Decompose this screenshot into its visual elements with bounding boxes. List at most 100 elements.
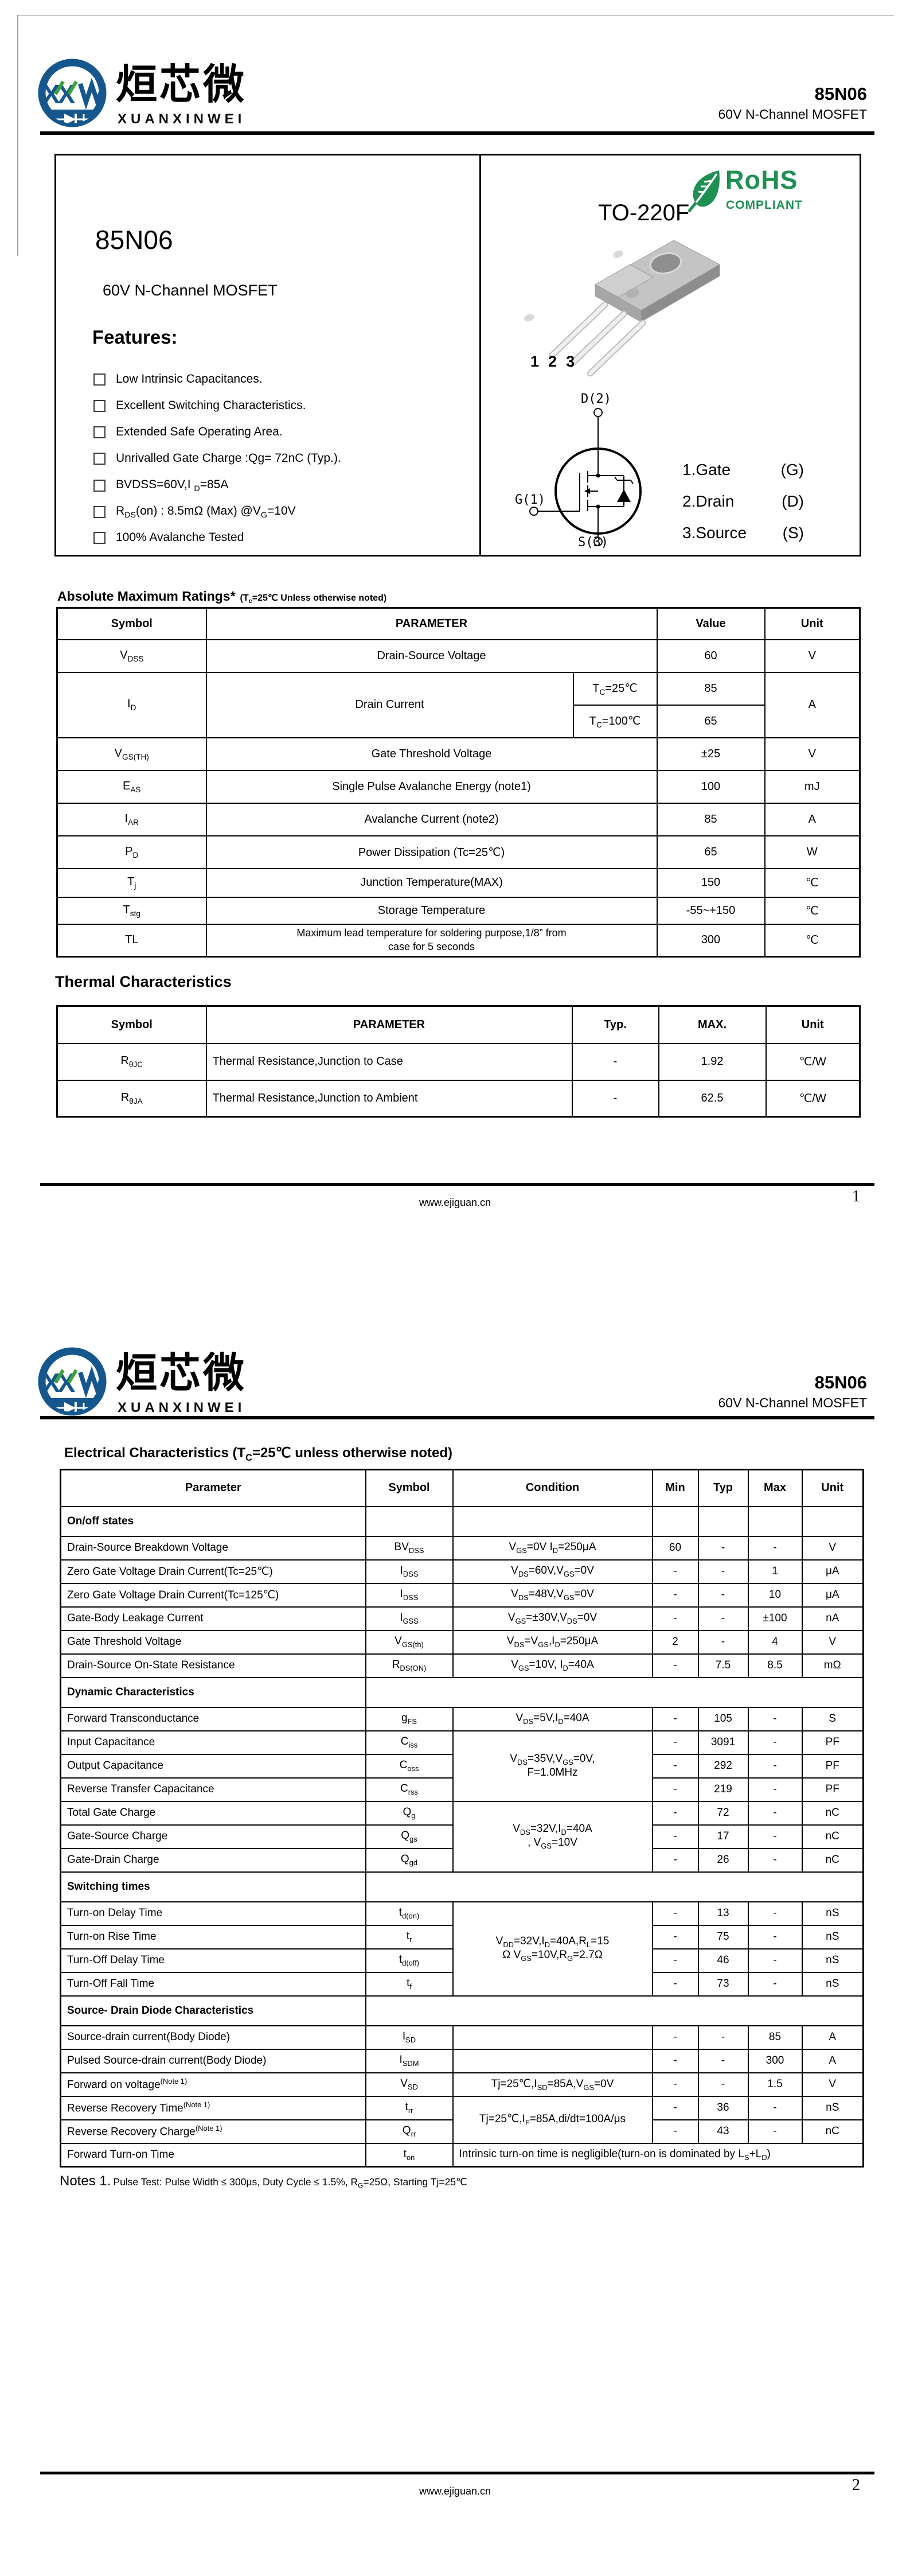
symbol-cell: BVDSS <box>365 1535 454 1561</box>
value-cell: 150 <box>656 867 766 898</box>
unit-cell: A <box>764 671 861 738</box>
max-cell: - <box>747 1924 803 1949</box>
parameter-cell: Input Capacitance <box>60 1730 366 1755</box>
min-cell: - <box>651 1730 699 1755</box>
max-cell: - <box>747 1901 803 1926</box>
table-row: Gate-Body Leakage Current IGSS VGS=±30V,… <box>60 1606 864 1631</box>
typ-cell: - <box>571 1079 659 1118</box>
unit-cell: mΩ <box>801 1653 864 1678</box>
symbol-cell: RDS(ON) <box>365 1653 454 1678</box>
table-row: RθJA Thermal Resistance,Junction to Ambi… <box>56 1079 861 1118</box>
max-cell: - <box>747 1706 803 1731</box>
feature-item: Excellent Switching Characteristics. <box>93 399 306 413</box>
brand-name-en: XUANXINWEI <box>118 111 246 127</box>
section-cell: Switching times <box>60 1871 366 1902</box>
unit-cell: W <box>764 835 861 869</box>
checkbox-icon <box>93 373 106 386</box>
header-cell: MAX. <box>658 1005 767 1044</box>
notes-text: Pulse Test: Pulse Width ≤ 300μs, Duty Cy… <box>113 2176 467 2190</box>
symbol-cell: tr <box>365 1924 454 1949</box>
condition-cell: VDS=60V,VGS=0V <box>452 1559 653 1584</box>
product-overview-box: 85N06 60V N-Channel MOSFET Features: Low… <box>54 154 861 557</box>
page-edge-line <box>17 15 894 16</box>
pin-name: 2.Drain <box>682 492 735 510</box>
pin-numbers: 1 2 3 <box>530 353 575 371</box>
min-cell: - <box>651 1582 699 1608</box>
table-row: TL Maximum lead temperature for solderin… <box>56 923 861 958</box>
symbol-cell: RθJA <box>56 1079 207 1118</box>
parameter-cell: Drain-Source Voltage <box>205 639 658 673</box>
parameter-cell: Thermal Resistance,Junction to Case <box>205 1042 573 1081</box>
parameter-cell: Drain Current <box>205 671 574 738</box>
table-row: Turn-on Delay Time td(on) VDD=32V,ID=40A… <box>60 1901 864 1997</box>
min-cell: - <box>651 1706 699 1731</box>
condition-cell: VDS=32V,ID=40A , VGS=10V <box>452 1800 653 1873</box>
typ-cell: 46 <box>697 1948 749 1973</box>
pin-name: 3.Source <box>682 524 747 542</box>
condition-cell <box>452 2048 653 2073</box>
section-row: Source- Drain Diode Characteristics <box>60 1995 864 2026</box>
brand-logo: XX <box>34 55 110 137</box>
table-row: Gate-Source Charge Qgs - 17 - nC <box>60 1824 864 1849</box>
table-row: Tstg Storage Temperature -55~+150 ℃ <box>56 896 861 925</box>
header-cell: Condition <box>452 1469 653 1507</box>
min-cell: - <box>651 1948 699 1973</box>
parameter-cell: Turn-on Delay Time <box>60 1901 366 1926</box>
parameter-cell: Forward Transconductance <box>60 1706 366 1731</box>
symbol-cell: IGSS <box>365 1606 454 1631</box>
symbol-cell: VSD <box>365 2072 454 2097</box>
header-cell: Typ <box>697 1469 749 1507</box>
max-cell: - <box>747 1971 803 1997</box>
brand-logo-icon: XX <box>38 1347 107 1416</box>
symbol-cell: tf <box>365 1971 454 1997</box>
parameter-cell: Turn-on Rise Time <box>60 1924 366 1949</box>
typ-cell: 26 <box>697 1847 749 1873</box>
feature-text: 100% Avalanche Tested <box>116 531 244 544</box>
table-row: RθJC Thermal Resistance,Junction to Case… <box>56 1042 861 1081</box>
typ-cell: - <box>697 1535 749 1561</box>
table-row: Zero Gate Voltage Drain Current(Tc=125℃)… <box>60 1582 864 1608</box>
header-part-subtitle: 60V N-Channel MOSFET <box>718 107 867 122</box>
typ-cell: 219 <box>697 1777 749 1802</box>
typ-cell: 3091 <box>697 1730 749 1755</box>
empty-cell <box>651 1505 699 1537</box>
checkbox-icon <box>93 531 106 544</box>
features-title: Features: <box>92 326 178 348</box>
typ-cell: - <box>697 1606 749 1631</box>
pin-legend: 1.Gate (G) 2.Drain (D) 3.Source (S) <box>682 461 804 555</box>
section-row: Switching times <box>60 1871 864 1902</box>
footer-rule <box>40 1183 874 1186</box>
table-row: Pulsed Source-drain current(Body Diode) … <box>60 2048 864 2073</box>
header-rule <box>40 131 874 135</box>
pin-number: 1 <box>530 353 540 370</box>
pin-symbol: (S) <box>782 524 804 542</box>
product-title: 85N06 <box>95 225 173 255</box>
empty-cell <box>747 1505 803 1537</box>
symbol-cell: Qgd <box>365 1847 454 1873</box>
footer-rule <box>40 2472 874 2474</box>
notes: Notes 1. Pulse Test: Pulse Width ≤ 300μs… <box>60 2173 467 2190</box>
min-cell: - <box>651 1753 699 1779</box>
typ-cell: 73 <box>697 1971 749 1997</box>
empty-cell <box>801 1505 864 1537</box>
min-cell: - <box>651 1653 699 1678</box>
section-row: Dynamic Characteristics <box>60 1676 864 1708</box>
symbol-cell: gFS <box>365 1706 454 1731</box>
section-cell: On/off states <box>60 1505 366 1537</box>
min-cell: - <box>651 1901 699 1926</box>
header-cell: Symbol <box>365 1469 454 1507</box>
parameter-cell: Maximum lead temperature for soldering p… <box>205 923 658 958</box>
unit-cell: V <box>801 1629 864 1655</box>
table-row: Forward on voltage(Note 1) VSD Tj=25℃,IS… <box>60 2072 864 2097</box>
symbol-cell: Qg <box>365 1800 454 1826</box>
table-row: Reverse Transfer Capacitance Crss - 219 … <box>60 1777 864 1802</box>
symbol-cell: td(off) <box>365 1948 454 1973</box>
header-cell: Unit <box>765 1005 861 1044</box>
value-cell: 65 <box>656 835 766 869</box>
header-cell: PARAMETER <box>205 1005 573 1044</box>
section-row: On/off states <box>60 1505 864 1537</box>
header-title-block: 85N06 60V N-Channel MOSFET <box>718 85 867 121</box>
condition-cell: VDS=VGS,ID=250μA <box>452 1629 653 1655</box>
unit-cell: nS <box>801 1948 864 1973</box>
unit-cell: nC <box>801 1800 864 1826</box>
